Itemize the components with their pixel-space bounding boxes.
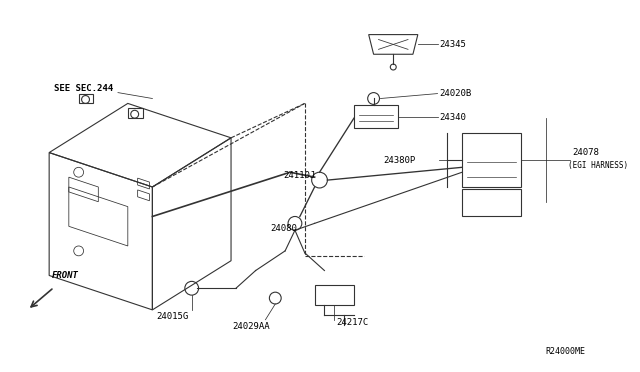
Text: 24345: 24345 xyxy=(440,40,467,49)
Text: 24340: 24340 xyxy=(440,113,467,122)
Text: 24029AA: 24029AA xyxy=(232,322,269,331)
Text: 24217C: 24217C xyxy=(336,318,369,327)
Text: (EGI HARNESS): (EGI HARNESS) xyxy=(568,161,628,170)
Text: 24380P: 24380P xyxy=(383,156,415,165)
Text: 24110J: 24110J xyxy=(283,171,316,180)
Text: 24078: 24078 xyxy=(572,148,599,157)
Text: 24020B: 24020B xyxy=(440,89,472,98)
Text: SEE SEC.244: SEE SEC.244 xyxy=(54,84,113,93)
Text: 24015G: 24015G xyxy=(156,312,188,321)
Text: FRONT: FRONT xyxy=(52,271,79,280)
Text: R24000ME: R24000ME xyxy=(546,347,586,356)
Text: 24080: 24080 xyxy=(270,224,297,233)
